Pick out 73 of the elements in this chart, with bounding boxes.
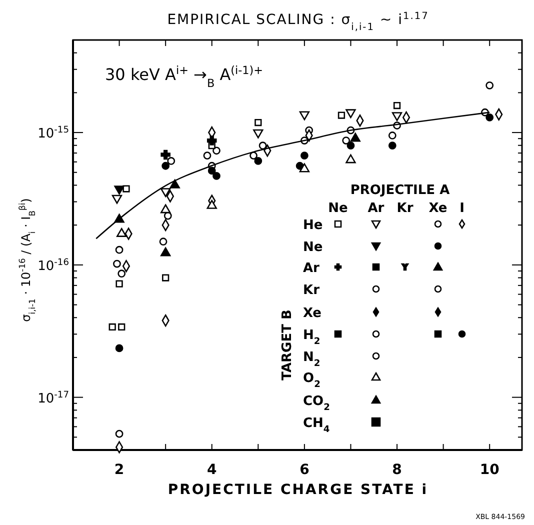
point: [118, 323, 126, 331]
point: [212, 146, 220, 155]
point: [203, 152, 212, 160]
y-tick-label: 10$^{-15}$: [38, 126, 69, 142]
annotation: N$_{2}$: [303, 350, 320, 369]
point: [160, 204, 171, 214]
y-tick-label: 10$^{-17}$: [38, 390, 70, 406]
point: [350, 132, 360, 142]
point: [254, 157, 262, 165]
point: [486, 114, 494, 122]
annotation: Ne: [328, 201, 348, 216]
point: [116, 228, 127, 237]
point: [393, 102, 401, 110]
annotation: TARGET B: [280, 310, 295, 380]
annotation: CH$_{4}$: [303, 416, 330, 435]
x-tick-label: 8: [392, 462, 402, 478]
annotation: PROJECTILE A: [350, 183, 450, 198]
annotation: CO$_{2}$: [303, 394, 330, 413]
point: [108, 323, 116, 331]
annotation: Kr: [303, 283, 320, 298]
point: [388, 132, 396, 140]
annotation: O$_{2}$: [303, 371, 320, 390]
point: [122, 185, 130, 192]
point: [170, 179, 180, 188]
point: [115, 246, 124, 254]
chart-title: EMPIRICAL SCALING : σ$_{i,i-1}$ ~ i$^{1.17}$: [167, 10, 429, 32]
point: [206, 136, 217, 146]
point: [338, 112, 346, 119]
point: [116, 280, 123, 288]
annotation: H$_{2}$: [303, 328, 320, 347]
x-tick-label: 6: [300, 462, 310, 478]
point: [346, 109, 356, 118]
point: [159, 238, 168, 246]
point: [253, 129, 264, 138]
x-tick-label: 2: [114, 462, 124, 478]
annotation: I: [460, 201, 464, 216]
point: [115, 344, 124, 352]
point: [112, 194, 122, 204]
annotation: He: [303, 218, 323, 233]
point: [299, 111, 310, 120]
point: [254, 118, 262, 126]
point: [346, 154, 356, 164]
point: [250, 152, 258, 160]
point: [115, 430, 124, 438]
annotation: Ar: [303, 261, 320, 276]
point: [162, 274, 170, 282]
annotation: Xe: [428, 201, 448, 216]
point: [162, 162, 170, 170]
annotation: Ar: [368, 201, 385, 216]
point: [160, 150, 170, 160]
point: [206, 200, 217, 209]
point: [300, 152, 308, 160]
y-tick-label: 10$^{-16}$: [38, 258, 70, 274]
point: [118, 270, 126, 278]
point: [299, 163, 310, 172]
point: [392, 112, 402, 122]
point: [342, 136, 350, 144]
point: [167, 157, 176, 165]
annotation: Kr: [396, 201, 414, 216]
x-tick-label: 10: [480, 462, 500, 478]
x-tick-label: 4: [206, 462, 217, 478]
point: [346, 142, 355, 150]
point: [486, 81, 494, 90]
point: [212, 172, 220, 180]
point: [258, 142, 267, 150]
point: [113, 260, 121, 268]
annotation: 30 keV A$^{i+}$ →$_{B}$ A$^{(i-1)+}$: [105, 64, 264, 90]
x-axis-title: PROJECTILE CHARGE STATE i: [168, 482, 428, 498]
point: [160, 247, 171, 256]
point: [388, 142, 396, 150]
annotation: Ne: [303, 240, 323, 255]
point: [208, 166, 216, 175]
annotation: Xe: [303, 306, 322, 321]
